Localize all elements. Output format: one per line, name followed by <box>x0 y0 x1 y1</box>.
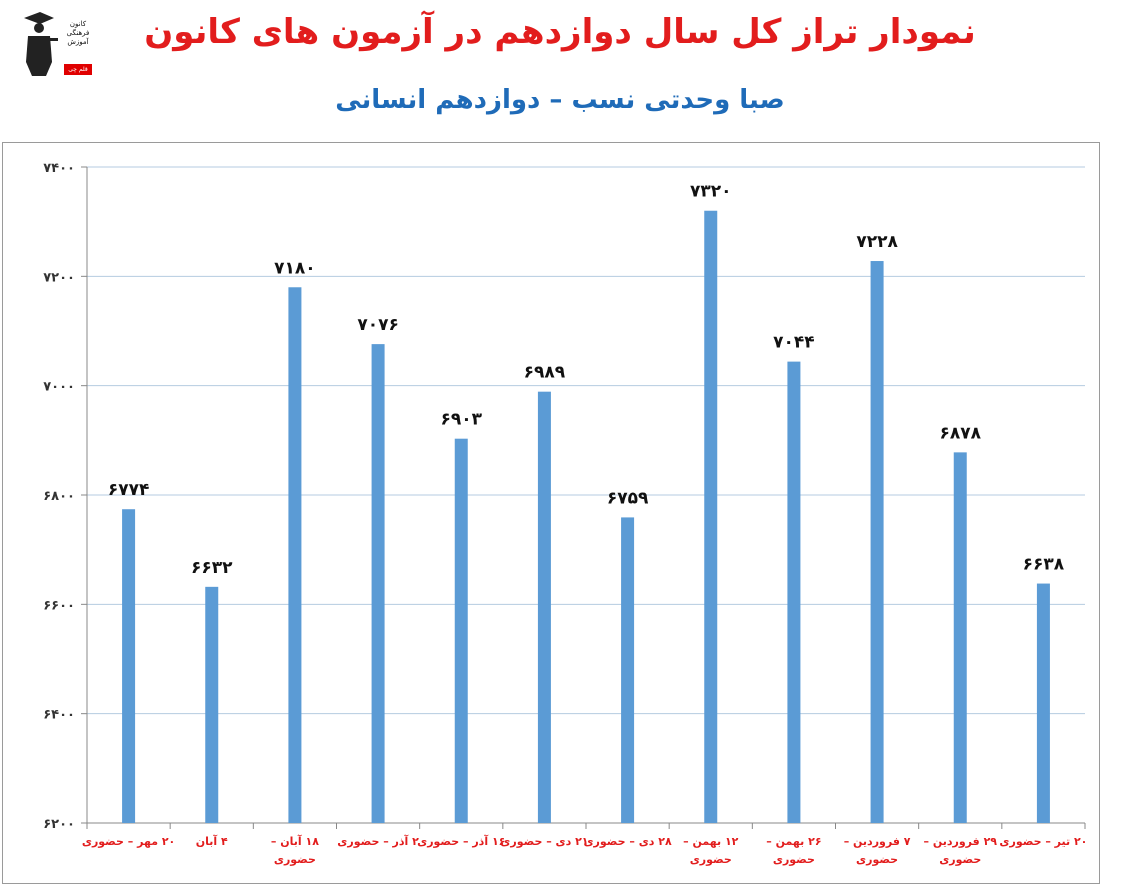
bar <box>122 509 136 823</box>
x-tick-label: ۷ فروردین – <box>844 835 911 848</box>
y-tick-label: ۶۲۰۰ <box>43 817 75 832</box>
logo-line: آموزش <box>67 38 89 46</box>
logo-text: کانون فرهنگی آموزش <box>62 20 94 47</box>
data-label: ۶۶۳۲ <box>191 558 233 578</box>
bar <box>371 344 385 823</box>
data-label: ۶۸۷۸ <box>939 423 981 443</box>
x-tick-label: حضوری <box>856 853 898 866</box>
x-tick-label: ۲۹ فروردین – <box>924 835 998 848</box>
data-label: ۶۷۷۴ <box>108 480 150 500</box>
chart-subtitle: صبا وحدتی نسب – دوازدهم انسانی <box>335 85 785 115</box>
x-tick-label: ۲۰ تیر – حضوری <box>999 835 1087 848</box>
bar <box>454 438 468 823</box>
data-label: ۷۰۷۶ <box>357 315 399 335</box>
x-tick-label: ۱۶ آذر – حضوری <box>417 834 505 848</box>
bar <box>704 210 718 823</box>
y-tick-label: ۶۶۰۰ <box>43 598 75 613</box>
data-label: ۶۹۰۳ <box>440 410 482 430</box>
data-label: ۷۱۸۰ <box>274 258 316 278</box>
bar <box>870 261 884 823</box>
chart-title: نمودار تراز کل سال دوازدهم در آزمون های … <box>144 12 976 52</box>
y-tick-label: ۷۰۰۰ <box>43 380 75 395</box>
logo-line: فرهنگی <box>66 29 90 37</box>
x-tick-label: ۲۶ بهمن – <box>766 835 821 848</box>
x-tick-label: ۱۲ بهمن – <box>683 835 739 848</box>
x-tick-label: حضوری <box>274 853 316 866</box>
data-label: ۶۶۳۸ <box>1023 555 1065 575</box>
x-tick-label: حضوری <box>773 853 815 866</box>
bar <box>205 586 219 823</box>
x-tick-label: ۲ آذر – حضوری <box>337 834 419 848</box>
x-tick-label: حضوری <box>939 853 981 866</box>
data-label: ۷۰۴۴ <box>773 333 815 353</box>
y-tick-label: ۶۸۰۰ <box>43 489 75 504</box>
x-tick-label: ۱۸ آبان – <box>271 834 319 848</box>
x-tick-label: حضوری <box>690 853 732 866</box>
x-tick-label: ۲۱ دی – حضوری <box>500 835 588 848</box>
x-tick-label: ۲۰ مهر – حضوری <box>82 835 175 848</box>
logo-badge: قلم چی <box>64 64 92 75</box>
y-tick-label: ۷۴۰۰ <box>43 161 75 176</box>
x-tick-label: ۲۸ دی – حضوری <box>583 835 672 848</box>
bar <box>288 287 302 823</box>
bar <box>621 517 635 823</box>
bar-chart: ۶۲۰۰ ۶۴۰۰ ۶۶۰۰ ۶۸۰۰ ۷۰۰۰ ۷۲۰۰ ۷۴۰۰ ۶۷۷۴ ۲۰ مهر –… <box>43 161 1087 866</box>
y-tick-label: ۶۴۰۰ <box>43 708 75 723</box>
bar <box>787 361 801 823</box>
data-label: ۷۲۲۸ <box>856 232 898 252</box>
data-label: ۶۷۵۹ <box>607 488 649 508</box>
bar <box>953 452 967 823</box>
bar <box>1036 583 1050 823</box>
kanoon-logo: کانون فرهنگی آموزش قلم چی <box>18 6 92 76</box>
logo-line: کانون <box>69 20 87 28</box>
y-tick-label: ۷۲۰۰ <box>43 270 75 285</box>
x-tick-label: ۴ آبان <box>196 834 228 848</box>
bar <box>537 391 551 823</box>
graduate-figure-icon <box>24 12 58 76</box>
data-label: ۷۳۲۰ <box>690 182 732 202</box>
chart-area: ۶۲۰۰ ۶۴۰۰ ۶۶۰۰ ۶۸۰۰ ۷۰۰۰ ۷۲۰۰ ۷۴۰۰ ۶۷۷۴ ۲۰ مهر –… <box>2 142 1100 884</box>
data-label: ۶۹۸۹ <box>524 363 566 383</box>
